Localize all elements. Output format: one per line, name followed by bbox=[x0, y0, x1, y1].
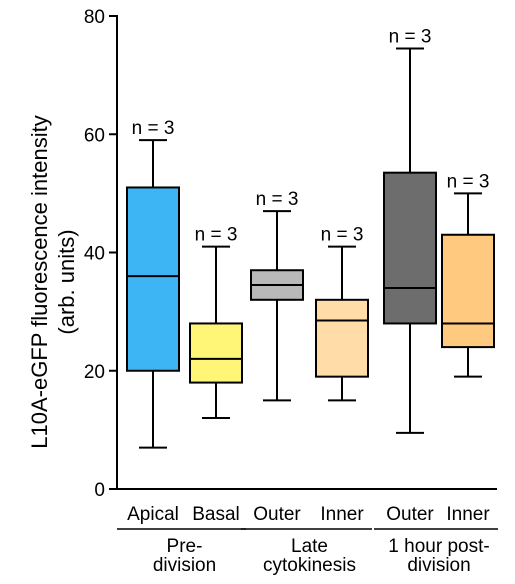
group-label-line: 1 hour post- bbox=[388, 536, 489, 557]
box-5: n = 3 bbox=[383, 27, 437, 434]
y-tick-label: 0 bbox=[94, 480, 105, 501]
x-category-label: Inner bbox=[320, 504, 364, 525]
x-category-label: Basal bbox=[192, 504, 240, 525]
group-label-line: Late bbox=[291, 536, 328, 557]
x-axis-category-labels: Apical Basal Outer Inner Outer Inner bbox=[127, 504, 490, 525]
group-label-line: division bbox=[153, 555, 216, 576]
n-label: n = 3 bbox=[195, 225, 238, 246]
y-tick-label: 20 bbox=[84, 362, 105, 383]
y-axis-title-text: L10A-eGFP fluorescence intensity(arb. un… bbox=[27, 115, 79, 448]
iqr-box bbox=[315, 298, 369, 378]
boxes: n = 3 n = 3 n = 3 n = 3 n = 3 n = 3 bbox=[126, 27, 495, 449]
n-label: n = 3 bbox=[321, 225, 364, 246]
iqr-box bbox=[126, 186, 180, 372]
box-6: n = 3 bbox=[441, 171, 495, 378]
x-category-label: Outer bbox=[253, 504, 301, 525]
box-4: n = 3 bbox=[315, 225, 369, 402]
group-label-line: Pre- bbox=[167, 536, 203, 557]
n-label: n = 3 bbox=[256, 189, 299, 210]
iqr-box bbox=[189, 322, 243, 384]
n-label: n = 3 bbox=[132, 118, 175, 139]
n-label: n = 3 bbox=[447, 171, 490, 192]
y-tick-label: 40 bbox=[84, 244, 105, 265]
x-category-label: Inner bbox=[446, 504, 490, 525]
y-axis-title: L10A-eGFP fluorescence intensity(arb. un… bbox=[27, 115, 79, 448]
iqr-box bbox=[441, 233, 495, 349]
x-category-label: Outer bbox=[386, 504, 434, 525]
box-2: n = 3 bbox=[189, 225, 243, 420]
y-tick-label: 60 bbox=[84, 125, 105, 146]
y-axis-ticks: 0 20 40 60 80 bbox=[84, 7, 117, 501]
x-category-label: Apical bbox=[127, 504, 179, 525]
group-label-line: cytokinesis bbox=[263, 555, 356, 576]
group-label-line: division bbox=[407, 555, 470, 576]
iqr-box bbox=[383, 171, 437, 325]
box-3: n = 3 bbox=[250, 189, 304, 402]
box-1: n = 3 bbox=[126, 118, 180, 449]
group-3: 1 hour post-division bbox=[374, 528, 498, 576]
y-tick-label: 80 bbox=[84, 7, 105, 28]
y-axis-title-line: (arb. units) bbox=[54, 229, 79, 334]
n-label: n = 3 bbox=[389, 27, 432, 48]
y-axis-title-line: L10A-eGFP fluorescence intensity bbox=[27, 115, 52, 448]
group-1: Pre-division bbox=[117, 528, 246, 576]
